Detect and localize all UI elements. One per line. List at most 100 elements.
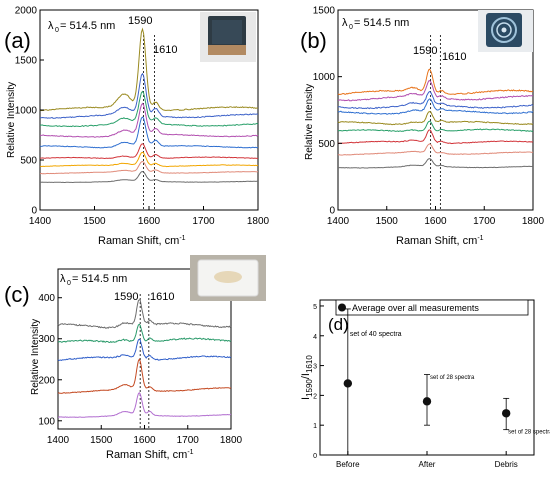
panel-c-ytick-label: 300 xyxy=(38,334,55,345)
panel-c-ylabel: Relative Intensity xyxy=(30,319,41,395)
panel-c: (c) λ 0 = 514.5 nm 1400 1500 1600 1700 1800 1… xyxy=(4,255,266,461)
panel-b-ytick-label: 500 xyxy=(318,139,335,150)
panel-d-point xyxy=(501,409,511,418)
panel-b-lambda-symbol: λ xyxy=(342,17,348,29)
panel-c-peak-label-1610: 1610 xyxy=(150,291,174,303)
panel-c-series-line xyxy=(57,358,232,394)
panel-a-inset-photo xyxy=(200,12,256,62)
panel-b-xtick-label: 1600 xyxy=(424,216,447,227)
panel-a-series-line xyxy=(39,90,259,128)
panel-a-series-line xyxy=(40,170,259,184)
panel-b-ytick-label: 0 xyxy=(329,206,335,217)
panel-b-series-line xyxy=(337,68,534,96)
panel-b-lambda-sub: 0 xyxy=(349,24,353,31)
panel-d-category-label: After xyxy=(419,460,436,469)
panel-b-series-line xyxy=(338,80,534,102)
panel-d-ytick-label: 1 xyxy=(313,423,317,430)
panel-b-xtick-label: 1400 xyxy=(327,216,350,227)
panel-a-series-line xyxy=(39,102,259,138)
panel-d-annotation: set of 28 spectra xyxy=(508,430,550,436)
panel-c-ytick-label: 100 xyxy=(38,416,55,427)
panel-d-category-label: Debris xyxy=(495,460,518,469)
panel-b-xtick-label: 1500 xyxy=(376,216,399,227)
panel-b-series-line xyxy=(338,158,534,169)
panel-a-series-line xyxy=(39,27,259,112)
panel-a-xtick-label: 1500 xyxy=(83,216,106,227)
panel-a-xtick-label: 1700 xyxy=(192,216,215,227)
panel-b-inset-photo xyxy=(478,10,533,52)
panel-c-xtick-label: 1500 xyxy=(90,435,113,446)
panel-a-ytick-label: 2000 xyxy=(15,6,38,17)
panel-a-lambda-sub: 0 xyxy=(55,27,59,34)
panel-a-ytick-label: 500 xyxy=(20,156,37,167)
panel-a-ytick-label: 1500 xyxy=(15,56,38,67)
legend-marker-icon xyxy=(338,303,346,312)
panel-c-peak-label-1590: 1590 xyxy=(114,291,138,303)
panel-d-point xyxy=(422,397,432,406)
panel-a-ytick-label: 0 xyxy=(31,206,37,217)
panel-c-series-line xyxy=(57,299,232,329)
panel-c-xtick-label: 1400 xyxy=(47,435,70,446)
panel-d-annotation: set of 28 spectra xyxy=(430,375,475,381)
panel-a-lambda-label: = 514.5 nm xyxy=(60,20,115,32)
panel-a-label: (a) xyxy=(4,28,31,53)
panel-b: (b) λ 0 = 514.5 nm 1400 1500 1600 1700 1800 0… xyxy=(300,6,545,248)
panel-d-ytick-label: 0 xyxy=(313,453,317,460)
panel-d-ytick-label: 5 xyxy=(313,304,317,311)
panel-a-xtick-label: 1600 xyxy=(138,216,161,227)
panel-a-series-line xyxy=(39,143,259,160)
panel-d-ytick-label: 2 xyxy=(313,393,317,400)
panel-b-xtick-label: 1800 xyxy=(522,216,545,227)
panel-a-peak-label-1610: 1610 xyxy=(153,44,177,56)
legend-label: Average over all measurements xyxy=(352,303,479,313)
panel-d-legend: Average over all measurements xyxy=(335,299,529,316)
panel-a-xtick-label: 1800 xyxy=(247,216,270,227)
panel-b-series-line xyxy=(337,143,534,156)
panel-a: (a) λ 0 = 514.5 nm 1400 1500 1600 1700 1800 0… xyxy=(4,6,270,248)
panel-c-lambda-label: = 514.5 nm xyxy=(72,273,127,285)
panel-d: (d) Average over all measurements 0 1 2 3 4 5… xyxy=(300,299,550,469)
panel-c-xtick-label: 1600 xyxy=(133,435,156,446)
panel-b-lambda-label: = 514.5 nm xyxy=(354,17,409,29)
panel-d-ytick-label: 4 xyxy=(313,334,317,341)
panel-b-peak-label-1610: 1610 xyxy=(442,51,466,63)
panel-c-xtick-label: 1800 xyxy=(220,435,243,446)
panel-c-series-line xyxy=(58,392,232,418)
panel-a-series-line xyxy=(39,116,259,149)
panel-b-series-line xyxy=(337,98,534,115)
panel-a-peak-label-1590: 1590 xyxy=(128,15,152,27)
panel-c-xtick-label: 1700 xyxy=(177,435,200,446)
panel-b-peak-label-1590: 1590 xyxy=(413,45,437,57)
panel-b-series-line xyxy=(337,91,534,110)
panel-a-series-line xyxy=(39,160,259,175)
panel-b-series-line xyxy=(337,129,534,145)
panel-d-ytick-label: 3 xyxy=(313,364,317,371)
panel-a-xtick-label: 1400 xyxy=(29,216,52,227)
panel-c-series-line xyxy=(57,338,232,361)
panel-b-series-line xyxy=(337,111,534,126)
panel-a-ytick-label: 1000 xyxy=(15,106,38,117)
panel-c-xlabel: Raman Shift, cm-1 xyxy=(106,449,194,461)
panel-c-series-line xyxy=(57,323,232,344)
panel-b-ytick-label: 1500 xyxy=(313,6,336,17)
panel-a-lambda-symbol: λ xyxy=(48,20,54,32)
panel-b-ylabel: Relative Intensity xyxy=(304,84,315,160)
panel-b-series-line xyxy=(337,120,534,132)
panel-c-ytick-label: 200 xyxy=(38,375,55,386)
panel-d-annotation: set of 40 spectra xyxy=(350,331,402,338)
panel-d-point xyxy=(343,379,353,388)
panel-c-inset-photo xyxy=(190,255,266,301)
panel-d-ylabel: I1590/I1610 xyxy=(300,355,314,400)
panel-b-xtick-label: 1700 xyxy=(473,216,496,227)
panel-a-series-line xyxy=(40,72,259,119)
panel-b-ytick-label: 1000 xyxy=(313,72,336,83)
panel-c-label: (c) xyxy=(4,282,30,307)
panel-a-xlabel: Raman Shift, cm-1 xyxy=(98,235,186,247)
panel-a-series-line xyxy=(39,151,259,168)
panel-c-lambda-sub: 0 xyxy=(67,280,71,287)
panel-b-label: (b) xyxy=(300,28,327,53)
panel-d-category-label: Before xyxy=(336,460,360,469)
panel-d-label: (d) xyxy=(328,315,349,334)
panel-c-ytick-label: 400 xyxy=(38,293,55,304)
